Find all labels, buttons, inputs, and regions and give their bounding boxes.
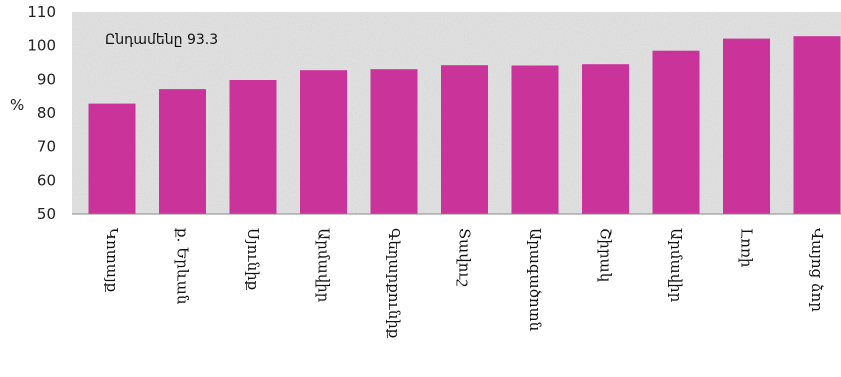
bar [159,89,206,214]
x-tick-label: Արագածոտն [526,228,544,332]
x-tick-label: Տավուշ [456,228,474,287]
y-tick-label: 70 [37,138,56,156]
bar [511,65,559,214]
total-annotation: Ընդամենը 93.3 [105,32,218,48]
y-axis: 50 60 70 80 90 100 110 [27,3,56,223]
y-axis-label: % [10,96,24,114]
x-tick-label: Լոռի [738,228,756,268]
bar [582,64,629,214]
bar [229,80,277,214]
bar [652,50,700,215]
bar-series [88,36,841,215]
y-tick-label: 60 [37,171,56,189]
x-axis-labels: Կոտայք ք. Երևան Սյունիք Արմավիր Գեղարքունիք Տ… [103,228,826,339]
x-tick-label: ք. Երևան [174,228,192,305]
x-tick-label: Վայոց ձոր [808,228,826,312]
bar [370,69,418,214]
bar [793,36,841,215]
bar [441,65,488,214]
x-tick-label: Սյունիք [244,228,262,291]
y-tick-label: 50 [37,205,56,223]
y-tick-label: 110 [27,3,56,21]
x-tick-label: Կոտայք [103,228,121,293]
y-tick-label: 80 [37,104,56,122]
bar [723,38,770,214]
x-tick-label: Շիրակ [597,228,615,282]
x-tick-label: Արմավիր [315,228,333,303]
y-tick-label: 90 [37,70,56,88]
x-tick-label: Արմավիր [667,228,685,303]
y-tick-label: 100 [27,37,56,55]
x-tick-label: Գեղարքունիք [385,228,403,339]
bar [88,103,136,214]
bar [300,70,347,214]
